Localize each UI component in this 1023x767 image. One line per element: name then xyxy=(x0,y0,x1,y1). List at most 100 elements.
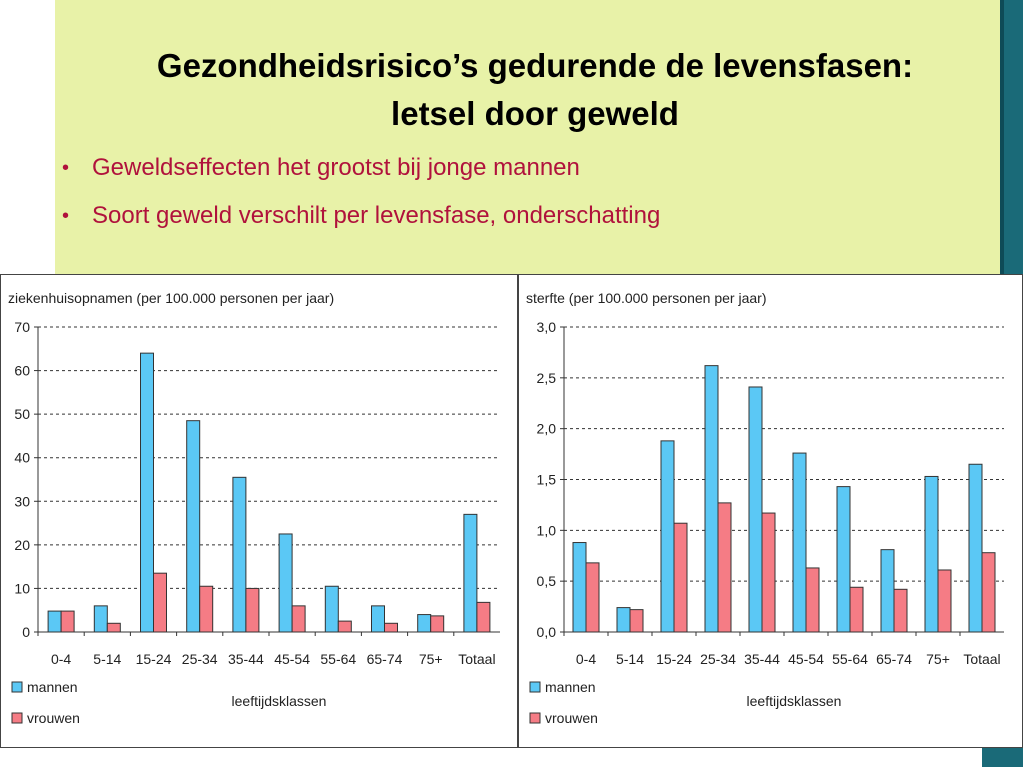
x-tick-label: 5-14 xyxy=(93,651,121,667)
slide-title-line-1: Gezondheidsrisico’s gedurende de levensf… xyxy=(156,47,914,84)
y-tick-label: 1,0 xyxy=(537,522,557,538)
y-tick-label: 20 xyxy=(14,537,30,553)
x-tick-label: 0-4 xyxy=(51,651,71,667)
y-tick-label: 70 xyxy=(14,319,30,335)
x-tick-label: 15-24 xyxy=(136,651,172,667)
bar-mannen-5-14 xyxy=(616,607,631,633)
bar-vrouwen-65-74 xyxy=(893,588,908,633)
bullet-item: • Geweldseffecten het grootst bij jonge … xyxy=(62,150,660,198)
legend-label-mannen: mannen xyxy=(27,679,78,695)
legend-swatch-vrouwen xyxy=(529,712,541,724)
chart-title: sterfte (per 100.000 personen per jaar) xyxy=(526,290,766,306)
bar-mannen-15-24 xyxy=(660,440,675,633)
bar-mannen-0-4 xyxy=(47,610,62,633)
bullet-text: Soort geweld verschilt per levensfase, o… xyxy=(92,202,661,229)
bar-vrouwen-35-44 xyxy=(245,587,260,633)
y-tick-label: 3,0 xyxy=(537,319,557,335)
bar-vrouwen-75+ xyxy=(937,569,952,633)
bar-mannen-25-34 xyxy=(186,420,201,633)
legend-label-vrouwen: vrouwen xyxy=(27,710,80,726)
bar-vrouwen-65-74 xyxy=(384,622,398,633)
x-tick-label: 15-24 xyxy=(656,651,692,667)
bar-vrouwen-25-34 xyxy=(199,585,214,633)
x-tick-label: 5-14 xyxy=(616,651,644,667)
bar-mannen-55-64 xyxy=(836,486,851,633)
x-tick-label: 75+ xyxy=(926,651,950,667)
bar-mannen-35-44 xyxy=(232,476,247,633)
bar-vrouwen-0-4 xyxy=(60,610,75,633)
x-tick-label: 25-34 xyxy=(182,651,218,667)
bullet-marker: • xyxy=(62,157,70,179)
y-tick-label: 40 xyxy=(14,450,30,466)
x-tick-label: 35-44 xyxy=(744,651,780,667)
x-tick-label: 25-34 xyxy=(700,651,736,667)
bar-mannen-35-44 xyxy=(748,386,763,633)
x-tick-label: 75+ xyxy=(419,651,443,667)
bar-vrouwen-55-64 xyxy=(849,586,864,633)
legend-swatch-vrouwen xyxy=(11,712,23,724)
accent-band xyxy=(1000,0,1023,275)
chart-mortality: sterfte (per 100.000 personen per jaar) 0… xyxy=(518,274,1023,748)
x-tick-label: Totaal xyxy=(458,651,495,667)
chart-title: ziekenhuisopnamen (per 100.000 personen … xyxy=(8,290,334,306)
legend-swatch-mannen xyxy=(529,681,541,693)
slide-title: Gezondheidsrisico’s gedurende de levensf… xyxy=(55,42,1015,138)
x-tick-label: Totaal xyxy=(963,651,1000,667)
bar-mannen-0-4 xyxy=(572,542,587,633)
x-tick-label: 55-64 xyxy=(832,651,868,667)
y-tick-label: 10 xyxy=(14,580,30,596)
bar-mannen-55-64 xyxy=(324,585,339,633)
y-tick-label: 0 xyxy=(22,624,30,640)
bar-vrouwen-5-14 xyxy=(629,609,644,633)
legend-label-vrouwen: vrouwen xyxy=(545,710,598,726)
x-axis-label: leeftijdsklassen xyxy=(747,693,842,709)
bar-vrouwen-5-14 xyxy=(106,622,121,633)
bar-mannen-15-24 xyxy=(140,352,154,633)
x-tick-label: 45-54 xyxy=(274,651,310,667)
bar-mannen-65-74 xyxy=(880,549,895,633)
y-tick-label: 1,5 xyxy=(537,472,557,488)
y-tick-label: 0,5 xyxy=(537,573,557,589)
chart-frame xyxy=(0,274,518,748)
bullet-list: • Geweldseffecten het grootst bij jonge … xyxy=(62,150,660,246)
bullet-item: • Soort geweld verschilt per levensfase,… xyxy=(62,198,660,246)
bar-mannen-65-74 xyxy=(371,605,385,633)
x-tick-label: 35-44 xyxy=(228,651,264,667)
x-axis-label: leeftijdsklassen xyxy=(232,693,327,709)
bullet-text: Geweldseffecten het grootst bij jonge ma… xyxy=(92,154,580,181)
x-tick-label: 65-74 xyxy=(367,651,403,667)
bar-vrouwen-Totaal xyxy=(476,601,491,633)
x-tick-label: 0-4 xyxy=(576,651,596,667)
bar-vrouwen-25-34 xyxy=(717,502,732,633)
bar-mannen-5-14 xyxy=(93,605,108,633)
slide-title-line-2: letsel door geweld xyxy=(391,95,679,132)
y-tick-label: 50 xyxy=(14,406,30,422)
bar-mannen-Totaal xyxy=(463,513,478,633)
chart-hospital-admissions: ziekenhuisopnamen (per 100.000 personen … xyxy=(0,274,518,748)
bar-vrouwen-45-54 xyxy=(291,605,306,633)
corner-accent xyxy=(982,748,1023,767)
header-panel xyxy=(55,0,1000,275)
legend-swatch-mannen xyxy=(11,681,23,693)
bar-vrouwen-35-44 xyxy=(761,512,776,633)
bar-mannen-75+ xyxy=(924,475,939,633)
bar-mannen-45-54 xyxy=(278,533,293,633)
bar-vrouwen-0-4 xyxy=(585,562,600,633)
y-tick-label: 60 xyxy=(14,363,30,379)
x-tick-label: 65-74 xyxy=(876,651,912,667)
bar-mannen-45-54 xyxy=(792,452,807,633)
bar-mannen-Totaal xyxy=(968,463,983,633)
legend-label-mannen: mannen xyxy=(545,679,596,695)
y-tick-label: 0,0 xyxy=(537,624,557,640)
bullet-marker: • xyxy=(62,205,70,227)
bar-vrouwen-75+ xyxy=(430,615,445,633)
bar-vrouwen-15-24 xyxy=(153,572,167,633)
x-tick-label: 45-54 xyxy=(788,651,824,667)
x-tick-label: 55-64 xyxy=(320,651,356,667)
bar-vrouwen-45-54 xyxy=(805,567,820,633)
y-tick-label: 2,5 xyxy=(537,370,557,386)
bar-vrouwen-55-64 xyxy=(337,620,352,633)
chart-frame xyxy=(518,274,1023,748)
bar-mannen-25-34 xyxy=(704,365,719,633)
y-tick-label: 2,0 xyxy=(537,421,557,437)
